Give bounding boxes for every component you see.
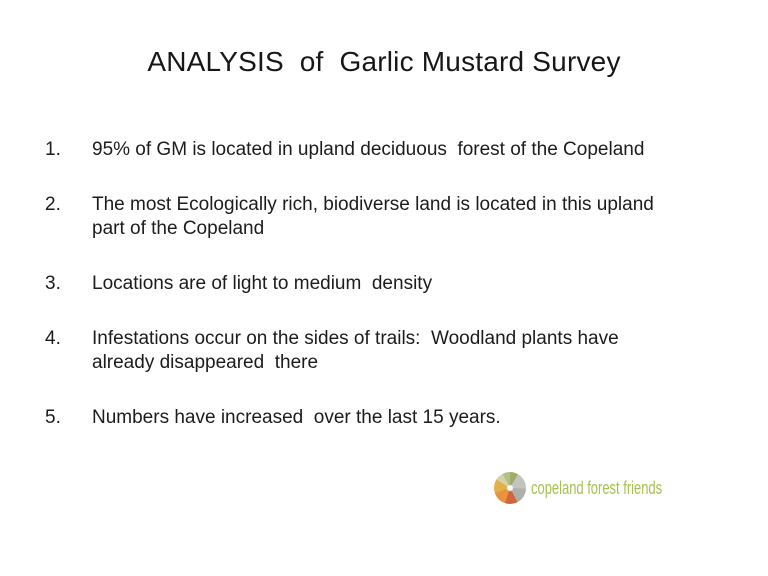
item-text-block: 95% of GM is located in upland deciduous…	[92, 138, 748, 162]
item-text: 95% of GM is located in upland deciduous…	[92, 139, 645, 160]
item-text: The most Ecologically rich, biodiverse l…	[92, 194, 654, 215]
item-text: part of the Copeland	[92, 218, 265, 239]
copeland-forest-friends-logo: copeland forest friends	[494, 472, 713, 504]
item-text: Locations are of light to medium density	[92, 273, 433, 294]
item-number: 1.	[45, 139, 61, 160]
list-item: 1. 95% of GM is located in upland decidu…	[45, 138, 748, 162]
item-number: 5.	[45, 407, 61, 428]
item-number: 3.	[45, 273, 61, 294]
list-item: 3. Locations are of light to medium dens…	[45, 272, 748, 296]
numbered-list: 1. 95% of GM is located in upland decidu…	[45, 138, 748, 461]
item-text-block: The most Ecologically rich, biodiverse l…	[92, 193, 748, 241]
item-number: 4.	[45, 328, 61, 349]
item-text-block: Infestations occur on the sides of trail…	[92, 327, 748, 375]
list-item: 2. The most Ecologically rich, biodivers…	[45, 193, 748, 241]
leaf-wheel-icon	[494, 472, 526, 504]
item-text: Infestations occur on the sides of trail…	[92, 328, 619, 349]
logo-text: copeland forest friends	[531, 478, 663, 498]
item-text-block: Locations are of light to medium density	[92, 272, 748, 296]
slide-title: ANALYSIS of Garlic Mustard Survey	[147, 46, 621, 77]
item-number: 2.	[45, 194, 61, 215]
list-item: 5. Numbers have increased over the last …	[45, 406, 748, 430]
item-text: Numbers have increased over the last 15 …	[92, 407, 501, 428]
item-text: already disappeared there	[92, 352, 319, 373]
list-item: 4. Infestations occur on the sides of tr…	[45, 327, 748, 375]
item-text-block: Numbers have increased over the last 15 …	[92, 406, 748, 430]
